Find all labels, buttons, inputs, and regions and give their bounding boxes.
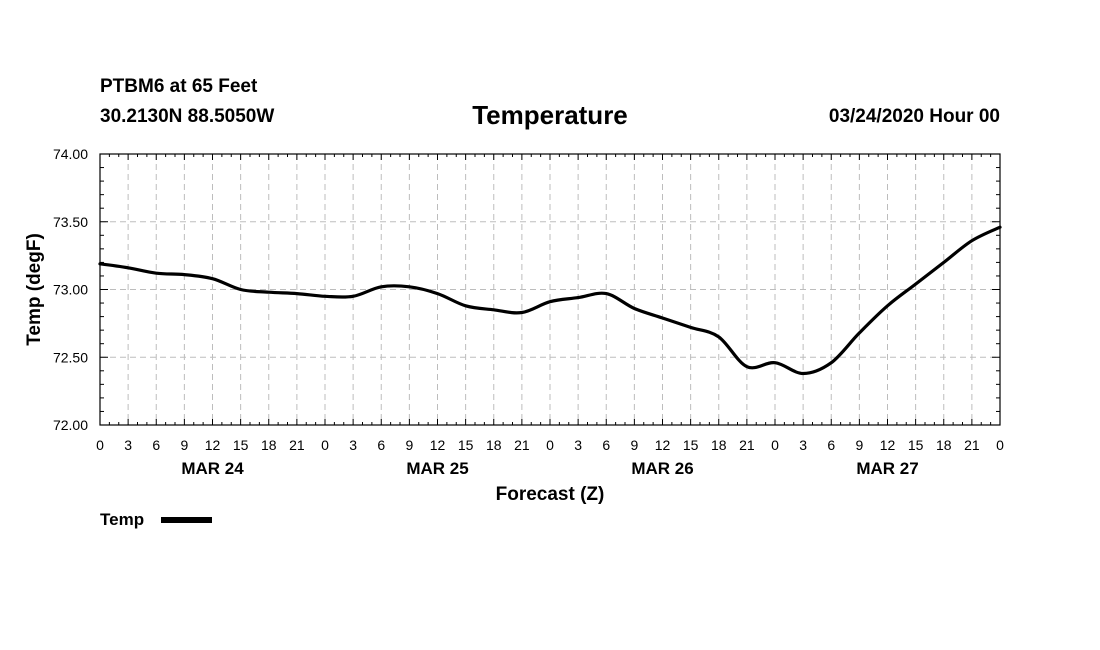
day-label: MAR 26 bbox=[631, 459, 693, 478]
y-axis-title: Temp (degF) bbox=[24, 233, 45, 346]
x-tick-label: 3 bbox=[349, 437, 357, 453]
x-tick-label: 0 bbox=[96, 437, 104, 453]
x-tick-label: 0 bbox=[321, 437, 329, 453]
x-tick-label: 21 bbox=[964, 437, 980, 453]
x-tick-label: 9 bbox=[630, 437, 638, 453]
station-label: PTBM6 at 65 Feet bbox=[100, 76, 258, 97]
x-tick-label: 18 bbox=[711, 437, 727, 453]
y-tick-label: 73.00 bbox=[53, 282, 88, 298]
x-tick-label: 6 bbox=[602, 437, 610, 453]
day-label: MAR 25 bbox=[406, 459, 468, 478]
y-tick-label: 74.00 bbox=[53, 146, 88, 162]
x-tick-label: 3 bbox=[124, 437, 132, 453]
x-tick-label: 15 bbox=[683, 437, 699, 453]
y-tick-label: 72.50 bbox=[53, 349, 88, 365]
x-tick-label: 3 bbox=[799, 437, 807, 453]
x-tick-label: 6 bbox=[377, 437, 385, 453]
x-tick-label: 21 bbox=[514, 437, 530, 453]
x-tick-label: 15 bbox=[908, 437, 924, 453]
x-tick-label: 9 bbox=[855, 437, 863, 453]
day-labels: MAR 24 MAR 25 MAR 26 MAR 27 bbox=[181, 459, 918, 478]
x-tick-label: 18 bbox=[936, 437, 952, 453]
x-tick-label: 12 bbox=[205, 437, 221, 453]
forecast-datetime-label: 03/24/2020 Hour 00 bbox=[828, 106, 1000, 127]
x-tick-label: 12 bbox=[655, 437, 671, 453]
x-tick-label: 9 bbox=[180, 437, 188, 453]
x-tick-label: 15 bbox=[233, 437, 249, 453]
axis-ticks bbox=[99, 153, 1001, 426]
x-tick-label: 12 bbox=[430, 437, 446, 453]
chart-title: Temperature bbox=[472, 100, 628, 130]
x-tick-labels: 0 3 6 9 12 15 18 21 0 3 6 9 12 15 18 21 0 3 6 9 12 15 18 21 0 3 6 9… bbox=[96, 437, 1004, 453]
day-label: MAR 27 bbox=[856, 459, 918, 478]
x-tick-label: 9 bbox=[405, 437, 413, 453]
day-label: MAR 24 bbox=[181, 459, 244, 478]
grid-lines bbox=[100, 154, 1000, 425]
x-tick-label: 18 bbox=[261, 437, 277, 453]
y-tick-labels: 72.00 72.50 73.00 73.50 74.00 bbox=[53, 146, 88, 433]
x-tick-label: 0 bbox=[771, 437, 779, 453]
x-tick-label: 15 bbox=[458, 437, 474, 453]
series-line-temp bbox=[98, 225, 1002, 376]
x-tick-label: 12 bbox=[880, 437, 896, 453]
x-tick-label: 3 bbox=[574, 437, 582, 453]
legend-label-temp: Temp bbox=[100, 510, 144, 529]
x-tick-label: 0 bbox=[996, 437, 1004, 453]
x-tick-label: 18 bbox=[486, 437, 502, 453]
x-tick-label: 21 bbox=[289, 437, 305, 453]
x-axis-title: Forecast (Z) bbox=[496, 484, 605, 505]
x-tick-label: 6 bbox=[827, 437, 835, 453]
x-tick-label: 21 bbox=[739, 437, 755, 453]
coordinates-label: 30.2130N 88.5050W bbox=[100, 106, 275, 127]
y-tick-label: 72.00 bbox=[53, 417, 88, 433]
x-tick-label: 0 bbox=[546, 437, 554, 453]
y-tick-label: 73.50 bbox=[53, 214, 88, 230]
x-tick-label: 6 bbox=[152, 437, 160, 453]
